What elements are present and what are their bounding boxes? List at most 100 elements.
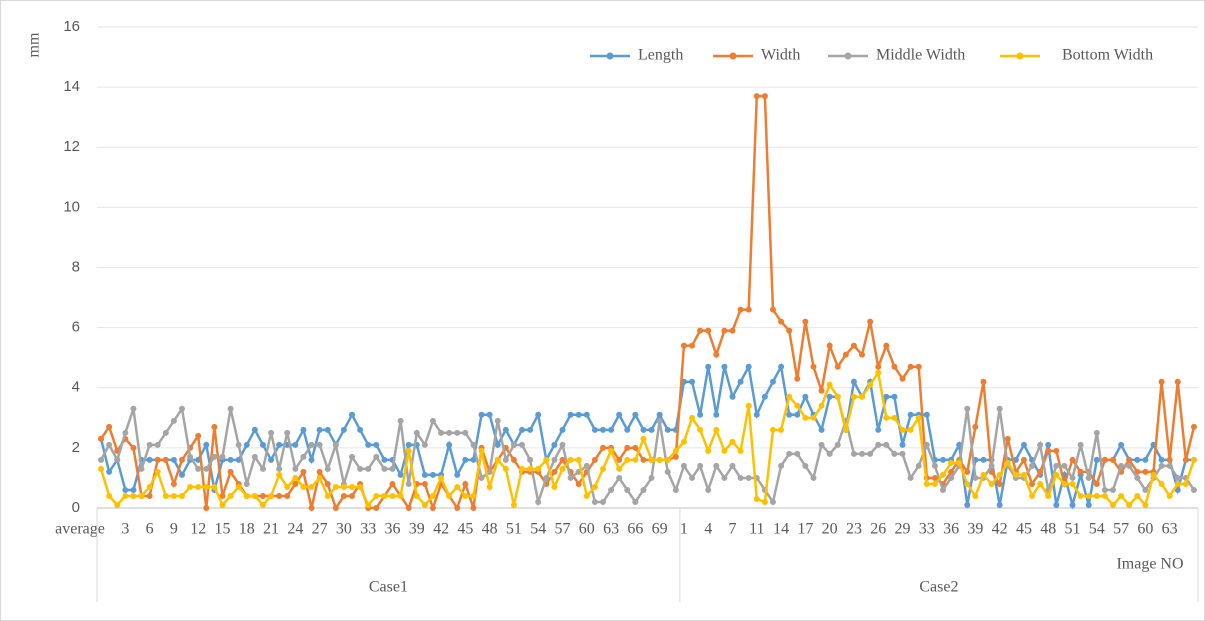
data-point	[721, 447, 728, 454]
data-point	[259, 441, 266, 448]
x-tick-label: 7	[729, 521, 737, 538]
x-tick-label: 45	[457, 521, 473, 538]
data-point	[454, 483, 461, 490]
y-tick-label: 0	[72, 499, 80, 516]
data-point	[988, 462, 995, 469]
data-point	[170, 480, 177, 487]
data-point	[705, 363, 712, 370]
data-point	[324, 426, 331, 433]
data-point	[713, 426, 720, 433]
data-point	[106, 468, 113, 475]
data-point	[251, 453, 258, 460]
data-point	[559, 441, 566, 448]
data-point	[575, 456, 582, 463]
x-tick-label: 1	[680, 521, 688, 538]
x-tick-label: 17	[797, 521, 813, 538]
data-point	[899, 375, 906, 382]
data-point	[859, 393, 866, 400]
data-point	[203, 505, 210, 511]
x-tick-label: 42	[433, 521, 449, 538]
data-point	[1134, 492, 1141, 499]
data-point	[1118, 441, 1125, 448]
data-point	[373, 441, 380, 448]
data-point	[162, 456, 169, 463]
data-point	[438, 474, 445, 481]
x-tick-label: 4	[704, 521, 712, 538]
data-point	[713, 411, 720, 418]
series-line	[100, 94, 1196, 512]
x-tick-label: 60	[579, 521, 595, 538]
data-point	[664, 456, 671, 463]
data-point	[1020, 456, 1027, 463]
data-point	[721, 327, 728, 334]
data-point	[502, 456, 509, 463]
data-point	[802, 414, 809, 421]
data-point	[705, 447, 712, 454]
data-point	[381, 492, 388, 499]
x-tick-label: 54	[530, 521, 546, 538]
x-tick-label: 12	[190, 521, 206, 538]
data-point	[939, 486, 946, 493]
data-point	[689, 414, 696, 421]
data-point	[1077, 468, 1084, 475]
data-point	[907, 363, 914, 370]
x-tick-label: 57	[554, 521, 570, 538]
data-point	[1085, 492, 1092, 499]
data-point	[948, 459, 955, 466]
data-point	[1158, 456, 1165, 463]
data-point	[535, 411, 542, 418]
data-point	[923, 441, 930, 448]
data-point	[227, 468, 234, 475]
data-point	[381, 456, 388, 463]
x-tick-label: 6	[146, 521, 154, 538]
data-point	[454, 429, 461, 436]
data-point	[640, 486, 647, 493]
data-point	[1109, 486, 1116, 493]
data-point	[826, 381, 833, 388]
x-tick-label: 69	[652, 521, 668, 538]
data-point	[373, 453, 380, 460]
data-point	[802, 393, 809, 400]
data-point	[591, 498, 598, 505]
data-point	[170, 456, 177, 463]
data-point	[1134, 474, 1141, 481]
x-tick-label: 39	[409, 521, 425, 538]
data-point	[203, 483, 210, 490]
data-point	[146, 441, 153, 448]
data-point	[591, 426, 598, 433]
data-point	[1109, 456, 1116, 463]
x-tick-label: 11	[749, 521, 764, 538]
data-point	[154, 441, 161, 448]
data-point	[1126, 456, 1133, 463]
data-point	[996, 480, 1003, 487]
data-point	[988, 480, 995, 487]
data-point	[1174, 474, 1181, 481]
data-point	[332, 483, 339, 490]
x-tick-label: 20	[822, 521, 838, 538]
data-point	[810, 363, 817, 370]
x-tick-label: 9	[170, 521, 178, 538]
x-tick-label: 57	[1113, 521, 1129, 538]
data-point	[745, 474, 752, 481]
data-point	[656, 456, 663, 463]
data-point	[972, 474, 979, 481]
data-point	[624, 456, 631, 463]
data-point	[608, 486, 615, 493]
data-point	[769, 426, 776, 433]
data-point	[753, 93, 760, 100]
data-point	[616, 474, 623, 481]
data-point	[243, 441, 250, 448]
data-point	[616, 465, 623, 472]
data-point	[656, 417, 663, 424]
data-point	[608, 447, 615, 454]
data-point	[599, 498, 606, 505]
legend-marker	[844, 52, 852, 60]
data-point	[429, 492, 436, 499]
data-point	[138, 492, 145, 499]
data-point	[1029, 462, 1036, 469]
data-point	[227, 456, 234, 463]
data-point	[405, 505, 412, 511]
x-tick-label: 48	[482, 521, 498, 538]
data-point	[859, 450, 866, 457]
data-point	[802, 462, 809, 469]
